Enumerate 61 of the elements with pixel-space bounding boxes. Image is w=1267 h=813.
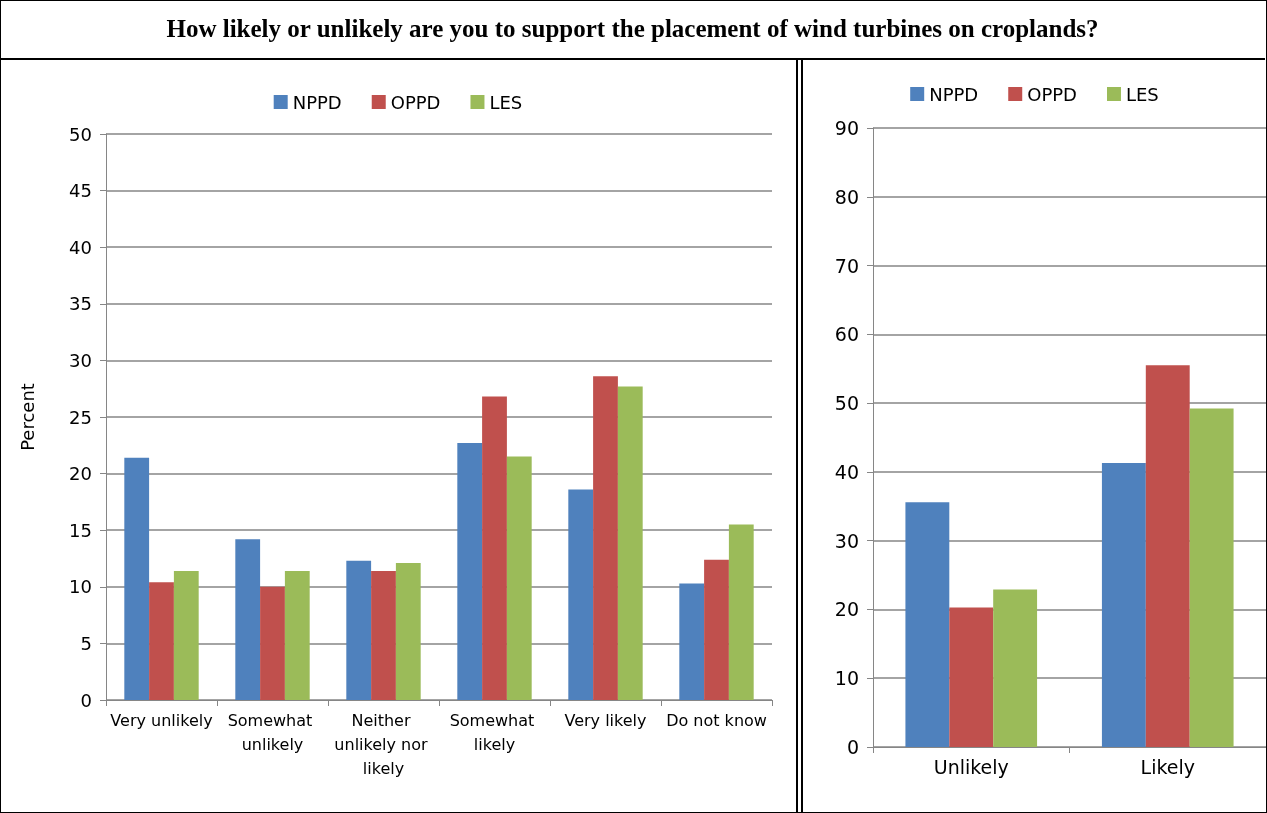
y-tick-label: 20 (69, 463, 92, 485)
legend-label: NPPD (929, 83, 979, 105)
y-tick-label: 90 (834, 117, 859, 139)
x-tick-label: Very likely (564, 710, 647, 730)
bar (346, 560, 372, 700)
y-tick-label: 0 (80, 689, 92, 711)
bar (568, 489, 594, 700)
y-tick-label: 0 (846, 736, 859, 758)
bar (235, 539, 261, 700)
chart-title: How likely or unlikely are you to support the placement of wind turbines on croplands? (0, 0, 1265, 60)
x-tick-label: Somewhat likely (449, 710, 540, 754)
bar (593, 376, 618, 700)
y-tick-label: 50 (69, 123, 92, 145)
y-tick-label: 30 (69, 349, 92, 371)
y-tick-label: 40 (69, 236, 92, 258)
bar (728, 524, 754, 700)
bar (949, 607, 994, 747)
y-tick-label: 45 (69, 180, 92, 202)
x-tick-label: Neither unlikely nor likely (334, 710, 433, 778)
y-axis-title: Percent (16, 383, 38, 451)
legend-label: OPPD (390, 91, 441, 113)
legend-label: LES (489, 91, 523, 113)
y-tick-label: 20 (834, 598, 859, 621)
bar (679, 583, 705, 700)
bar (457, 443, 483, 700)
x-tick-label: Somewhat unlikely (227, 710, 318, 754)
bar (905, 502, 950, 747)
bar (482, 396, 507, 700)
y-tick-label: 25 (69, 406, 92, 428)
y-tick-label: 10 (834, 667, 859, 690)
bar (617, 386, 643, 700)
y-tick-label: 70 (834, 254, 859, 277)
bar (260, 586, 285, 700)
y-tick-label: 5 (80, 632, 92, 654)
bar (395, 563, 421, 700)
y-tick-label: 10 (69, 576, 92, 598)
legend-label: NPPD (292, 91, 342, 113)
y-tick-label: 40 (834, 460, 859, 483)
bar (173, 570, 199, 700)
bar (124, 457, 150, 700)
bar (1189, 408, 1234, 747)
y-tick-label: 35 (69, 293, 92, 315)
y-tick-label: 15 (69, 519, 92, 541)
bar (371, 570, 396, 700)
y-tick-label: 30 (834, 529, 859, 552)
bar (284, 570, 310, 700)
legend-label: LES (1125, 83, 1159, 105)
x-tick-label: Do not know (666, 710, 767, 730)
y-tick-label: 80 (834, 185, 859, 208)
y-tick-label: 60 (834, 323, 859, 346)
bar (1145, 365, 1190, 747)
bar (506, 456, 532, 700)
legend-label: OPPD (1027, 83, 1077, 105)
y-tick-label: 50 (834, 392, 859, 415)
bar (1101, 462, 1146, 747)
bar (149, 582, 174, 700)
x-tick-label: Unlikely (933, 756, 1009, 778)
bar (704, 559, 729, 700)
bar (993, 589, 1038, 747)
x-tick-label: Likely (1140, 756, 1195, 778)
x-tick-label: Very unlikely (110, 710, 213, 730)
